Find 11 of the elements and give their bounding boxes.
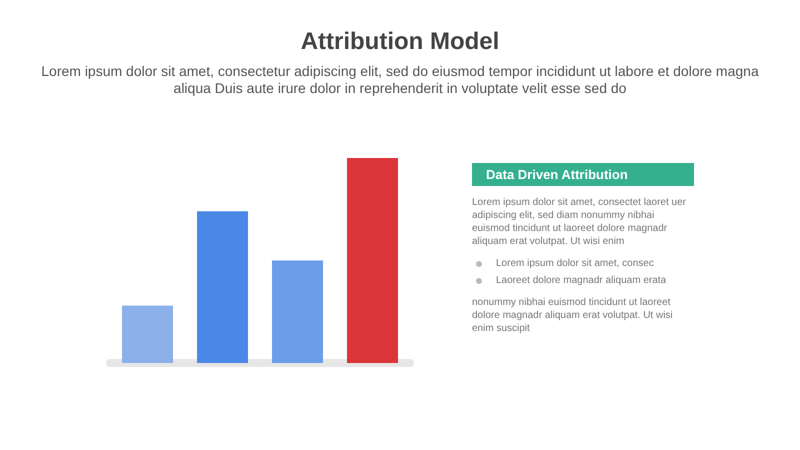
- bar: [272, 260, 323, 363]
- bar: [122, 306, 173, 363]
- text: Lorem ipsum dolor sit amet, consectet laoret uer adipiscing elit, sed diam nonummy nibhai euismod tincidunt ut laoreet dolore magnadr aliquam erat volutpat. Ut wisi enim: [472, 196, 687, 248]
- chart-title: Attribution Model: [300, 28, 500, 56]
- bar: [197, 211, 248, 363]
- text: Laoreet dolore magnadr aliquam erata: [496, 275, 666, 286]
- text: Data Driven Attribution: [472, 163, 694, 186]
- chart-subtitle: Lorem ipsum dolor sit amet, consectetur adipiscing elit, sed do eiusmod tempor incididunt ut labore et dolore magna aliqua Duis aute irure dolor in reprehenderit in voluptate velit esse sed do: [40, 63, 760, 97]
- text: nonummy nibhai euismod tincidunt ut laoreet dolore magnadr aliquam erat volutpat. Ut wisi enim suscipit: [472, 296, 674, 335]
- bar: [347, 158, 398, 363]
- text: Lorem ipsum dolor sit amet, consec: [496, 258, 654, 269]
